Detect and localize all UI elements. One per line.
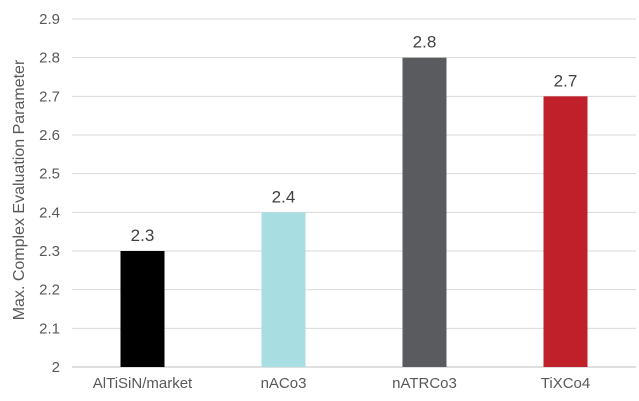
bars [120,57,588,368]
y-tick-label: 2.7 [39,88,60,105]
y-tick-label: 2.3 [39,243,60,260]
y-tick-label: 2.2 [39,282,60,299]
y-tick-label: 2.1 [39,320,60,337]
x-category-label: AlTiSiN/market [93,375,193,392]
x-category-label: nATRCo3 [392,375,457,392]
data-labels: 2.3 2.4 2.8 2.7 [131,33,578,245]
y-tick-label: 2.8 [39,50,60,67]
x-axis-categories: AlTiSiN/market nACo3 nATRCo3 TiXCo4 [93,375,590,392]
y-tick-label: 2.4 [39,204,60,221]
gridlines [72,18,636,368]
data-label: 2.8 [413,33,437,52]
bar [261,212,306,367]
y-tick-label: 2.5 [39,166,60,183]
data-label: 2.7 [554,71,578,90]
y-tick-label: 2.9 [39,11,60,28]
bar [120,251,165,367]
y-axis-ticks: 2 2.1 2.2 2.3 2.4 2.5 2.6 2.7 2.8 2.9 [39,11,60,376]
x-category-label: TiXCo4 [541,375,590,392]
data-label: 2.3 [131,226,155,245]
bar [543,96,588,367]
y-tick-label: 2 [52,359,60,376]
data-label: 2.4 [272,187,296,206]
x-category-label: nACo3 [261,375,307,392]
y-axis-title: Max. Complex Evaluation Parameter [11,59,28,320]
y-tick-label: 2.6 [39,127,60,144]
bar [402,57,447,368]
